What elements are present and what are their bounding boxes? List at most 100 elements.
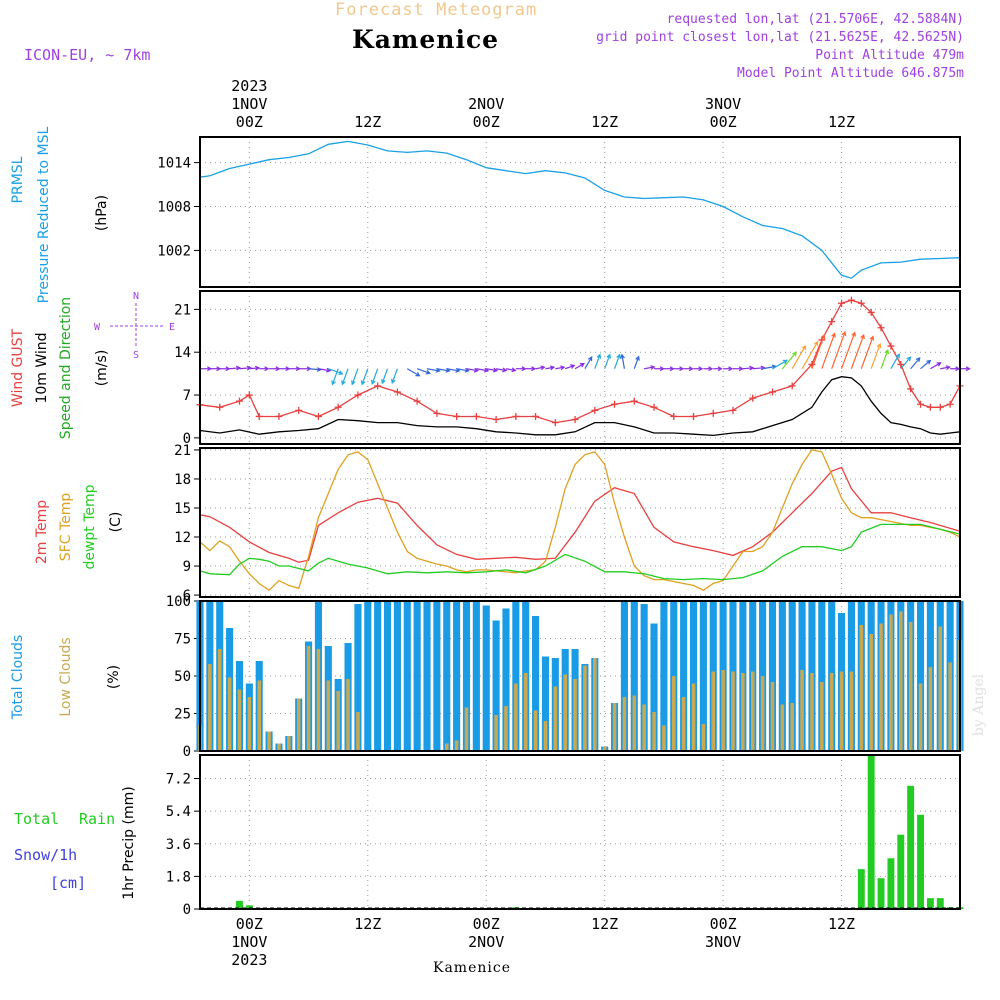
sfc-label: SFC Temp	[58, 493, 74, 562]
gust-marker	[453, 412, 461, 420]
y-tick-label: 7	[183, 388, 191, 404]
top-time-label: 00Z	[236, 113, 263, 131]
wind-arrow	[239, 367, 251, 370]
dewpt-label: dewpt Temp	[82, 484, 98, 569]
total-cloud-bar	[541, 656, 550, 751]
rain-bar	[867, 755, 875, 909]
wind-arrow-head	[338, 370, 344, 376]
panel-frame	[199, 447, 961, 598]
low-cloud-bar	[632, 695, 637, 751]
wind-arrow-head	[936, 362, 942, 367]
footer-location: Kamenice	[433, 960, 511, 976]
wind-arrow-head	[738, 366, 744, 372]
wind-arrow-head	[521, 366, 527, 372]
total-cloud-bar	[492, 620, 500, 751]
wind-arrow-head	[860, 333, 865, 340]
y-tick-label: 75	[174, 632, 191, 648]
wind-arrow	[381, 368, 389, 384]
low-cloud-bar	[444, 743, 449, 751]
gust-marker	[857, 299, 865, 307]
wind-arrow-head	[841, 330, 847, 337]
low-cloud-bar	[227, 677, 232, 751]
wind-arrow-head	[749, 365, 755, 371]
wind-arrow-head	[792, 351, 797, 357]
y-tick-label: 1014	[157, 156, 191, 172]
plot-area: 1002100810140714216912151821025507510001…	[157, 77, 971, 969]
low-cloud-bar	[277, 743, 281, 751]
total-cloud-bar	[689, 601, 698, 751]
total-cloud-bar	[462, 601, 471, 751]
y-tick-label: 1002	[157, 243, 191, 259]
bottom-time-label: 00Z	[710, 915, 737, 933]
total-cloud-bar	[818, 601, 826, 751]
rain-bar	[857, 869, 865, 909]
wind-arrow	[555, 366, 565, 370]
low-cloud-bar	[800, 670, 804, 751]
gust-marker	[749, 394, 757, 402]
wind-arrow-head	[869, 335, 875, 341]
pressure-label-prmsl: PRMSL	[10, 156, 26, 203]
total-cloud-bar	[413, 601, 421, 751]
gust-marker	[946, 400, 954, 408]
bottom-time-label: 1NOV	[231, 933, 267, 951]
gust-marker	[828, 318, 836, 326]
series-sfc-temp	[199, 449, 961, 592]
y-tick-label: 50	[174, 669, 191, 685]
wind-arrow-head	[717, 366, 723, 372]
y-tick-label: 21	[174, 443, 191, 459]
wind-arrow	[920, 360, 931, 370]
wind-arrow	[328, 368, 343, 375]
rain-bar	[907, 785, 915, 909]
y-tick-label: 0	[183, 431, 191, 447]
low-cloud-bar	[839, 671, 844, 751]
wind-arrow	[371, 368, 379, 384]
series-prmsl	[199, 140, 961, 279]
gust-marker	[670, 412, 678, 420]
wind-arrow-head	[596, 353, 602, 359]
wind-arrow-head	[341, 380, 346, 386]
wind-10m-label: 10m Wind	[34, 332, 50, 403]
low-cloud-bar	[494, 715, 498, 751]
rain-bar	[245, 905, 253, 909]
wind-arrow	[535, 366, 545, 370]
requested-coords: requested lon,lat (21.5706E, 42.5884N)	[667, 12, 964, 27]
top-time-label: 2NOV	[468, 95, 504, 113]
low-cloud-bar	[563, 674, 567, 751]
wind-arrow-head	[708, 366, 714, 372]
wind-arrow	[850, 334, 865, 369]
compass-e: E	[169, 322, 175, 333]
total-cloud-bar	[423, 601, 431, 751]
wind-arrow	[426, 368, 440, 372]
low-cloud-bar	[533, 710, 538, 751]
wind-arrow-head	[851, 331, 856, 337]
wind-unit: (m/s)	[94, 350, 110, 387]
wind-arrow	[416, 368, 430, 374]
y-tick-label: 25	[174, 707, 191, 723]
low-cloud-bar	[642, 704, 646, 751]
wind-arrow	[466, 368, 478, 372]
gust-marker	[235, 397, 243, 405]
precip-snow-label: Snow/1h	[14, 846, 77, 864]
y-tick-label: 100	[166, 594, 191, 610]
rain-bar	[897, 834, 905, 909]
total-cloud-bar	[640, 604, 648, 751]
precip-total-label: Total	[14, 810, 59, 828]
low-cloud-bar	[306, 646, 311, 751]
wind-arrow	[604, 354, 611, 369]
gust-marker	[571, 416, 579, 424]
y-tick-label: 1.8	[166, 869, 191, 885]
wind-arrow	[801, 341, 819, 370]
gust-marker	[847, 296, 855, 304]
wind-arrow	[860, 336, 874, 369]
wind-arrow-head	[331, 380, 336, 386]
wind-arrow	[341, 368, 349, 385]
wind-arrow	[762, 365, 776, 370]
series-dewpt-temp	[199, 523, 961, 581]
series-10m-wind	[199, 376, 961, 437]
low-cloud-bar	[662, 725, 666, 751]
wind-arrow	[229, 367, 240, 370]
wind-arrow-head	[679, 366, 685, 372]
wind-arrow-head	[616, 353, 621, 359]
y-tick-label: 7.2	[166, 772, 191, 788]
wind-arrow	[752, 367, 765, 370]
